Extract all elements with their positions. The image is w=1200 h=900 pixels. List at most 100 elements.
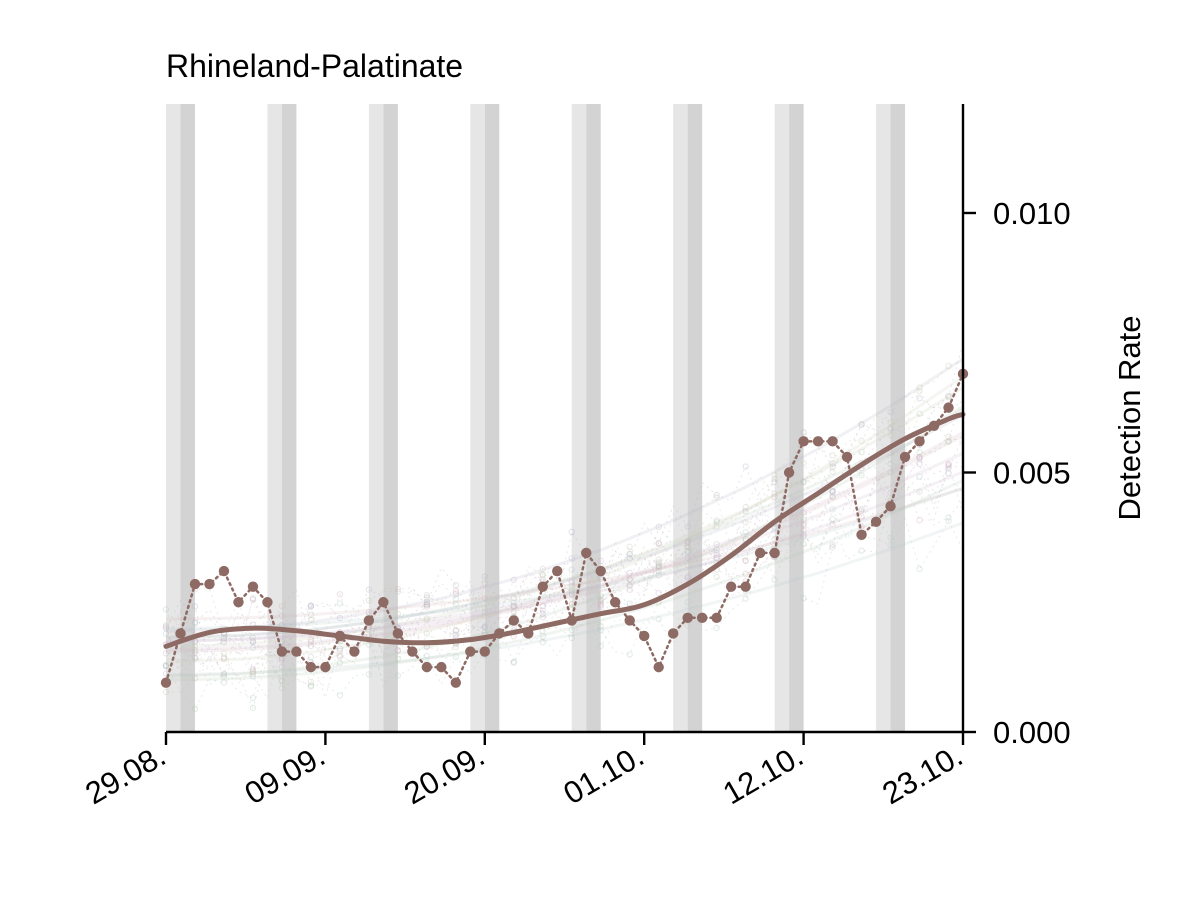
data-point — [175, 628, 186, 639]
background-point — [916, 453, 923, 461]
background-point — [365, 671, 373, 678]
background-point — [162, 661, 170, 669]
background-point — [655, 571, 662, 579]
background-point — [945, 465, 952, 472]
background-point — [220, 637, 228, 644]
background-point — [626, 543, 633, 550]
background-point — [800, 533, 807, 540]
background-point — [423, 652, 431, 660]
y-axis-label: Detection Rate — [1112, 315, 1147, 520]
background-point — [307, 602, 315, 610]
background-point — [829, 493, 836, 500]
background-point — [887, 419, 894, 426]
background-point — [771, 478, 778, 486]
background-point — [655, 568, 662, 575]
background-point — [568, 634, 575, 642]
background-line — [165, 343, 964, 657]
background-point — [771, 576, 778, 583]
x-tick-label: 12.10. — [717, 738, 809, 811]
background-point — [539, 571, 546, 578]
data-point — [827, 436, 838, 447]
data-point — [363, 615, 375, 626]
background-point — [249, 670, 257, 677]
data-point — [754, 547, 766, 559]
background-point — [829, 460, 836, 467]
background-line — [165, 393, 964, 699]
data-point — [725, 581, 737, 592]
background-point — [626, 550, 633, 557]
data-point — [682, 612, 693, 624]
data-point — [841, 451, 853, 463]
background-point — [887, 425, 894, 432]
background-point — [394, 647, 402, 654]
weekend-band-sun — [890, 104, 906, 732]
background-point — [655, 539, 662, 547]
data-point — [421, 661, 433, 673]
data-point — [653, 661, 664, 673]
background-point — [829, 515, 836, 523]
background-point — [916, 384, 923, 391]
series-layer — [160, 368, 969, 688]
weekend-bands — [166, 104, 906, 732]
background-point — [307, 682, 315, 689]
background-point — [278, 663, 286, 670]
weekend-band-sat — [470, 104, 485, 732]
background-point — [191, 620, 199, 627]
background-point — [858, 513, 865, 520]
background-point — [307, 639, 315, 646]
background-point — [162, 662, 170, 669]
background-trend — [165, 452, 964, 643]
weekend-band-sat — [166, 104, 181, 732]
background-point — [510, 658, 517, 665]
background-point — [452, 643, 460, 651]
data-point — [479, 646, 490, 657]
data-point — [914, 436, 925, 447]
background-point — [945, 393, 952, 401]
background-point — [655, 589, 662, 597]
background-point — [713, 491, 720, 499]
background-point — [568, 583, 575, 590]
background-point — [887, 460, 894, 468]
background-point — [945, 392, 952, 400]
background-point — [423, 630, 431, 637]
weekend-band-sun — [789, 104, 804, 732]
background-point — [771, 475, 778, 482]
background-point — [945, 438, 952, 445]
background-point — [829, 452, 836, 459]
background-point — [510, 604, 517, 611]
background-point — [539, 602, 546, 610]
background-point — [800, 509, 807, 516]
background-trend — [165, 407, 964, 678]
background-point — [597, 600, 604, 608]
background-point — [742, 595, 749, 602]
background-point — [597, 626, 604, 634]
weekend-band-sat — [673, 104, 688, 732]
data-point — [610, 597, 621, 608]
data-point — [812, 436, 824, 447]
background-point — [887, 541, 894, 549]
background-trend — [165, 487, 964, 621]
background-point — [220, 655, 228, 663]
background-point — [539, 610, 546, 618]
background-point — [858, 437, 865, 445]
background-point — [771, 493, 778, 501]
background-point — [742, 519, 749, 526]
weekend-band-sun — [180, 104, 195, 732]
background-point — [800, 516, 807, 524]
background-point — [597, 596, 604, 604]
data-point — [783, 467, 795, 478]
background-point — [278, 684, 286, 692]
data-point — [334, 630, 346, 642]
background-point — [597, 557, 604, 564]
background-point — [655, 563, 662, 571]
data-point — [494, 628, 505, 639]
data-point — [523, 628, 534, 639]
background-point — [423, 617, 431, 624]
background-trend — [165, 478, 964, 682]
x-tick-label: 29.08. — [79, 738, 171, 811]
background-point — [510, 608, 517, 615]
background-point — [858, 448, 865, 456]
background-point — [800, 531, 807, 538]
background-point — [626, 576, 633, 583]
background-point — [452, 587, 460, 595]
